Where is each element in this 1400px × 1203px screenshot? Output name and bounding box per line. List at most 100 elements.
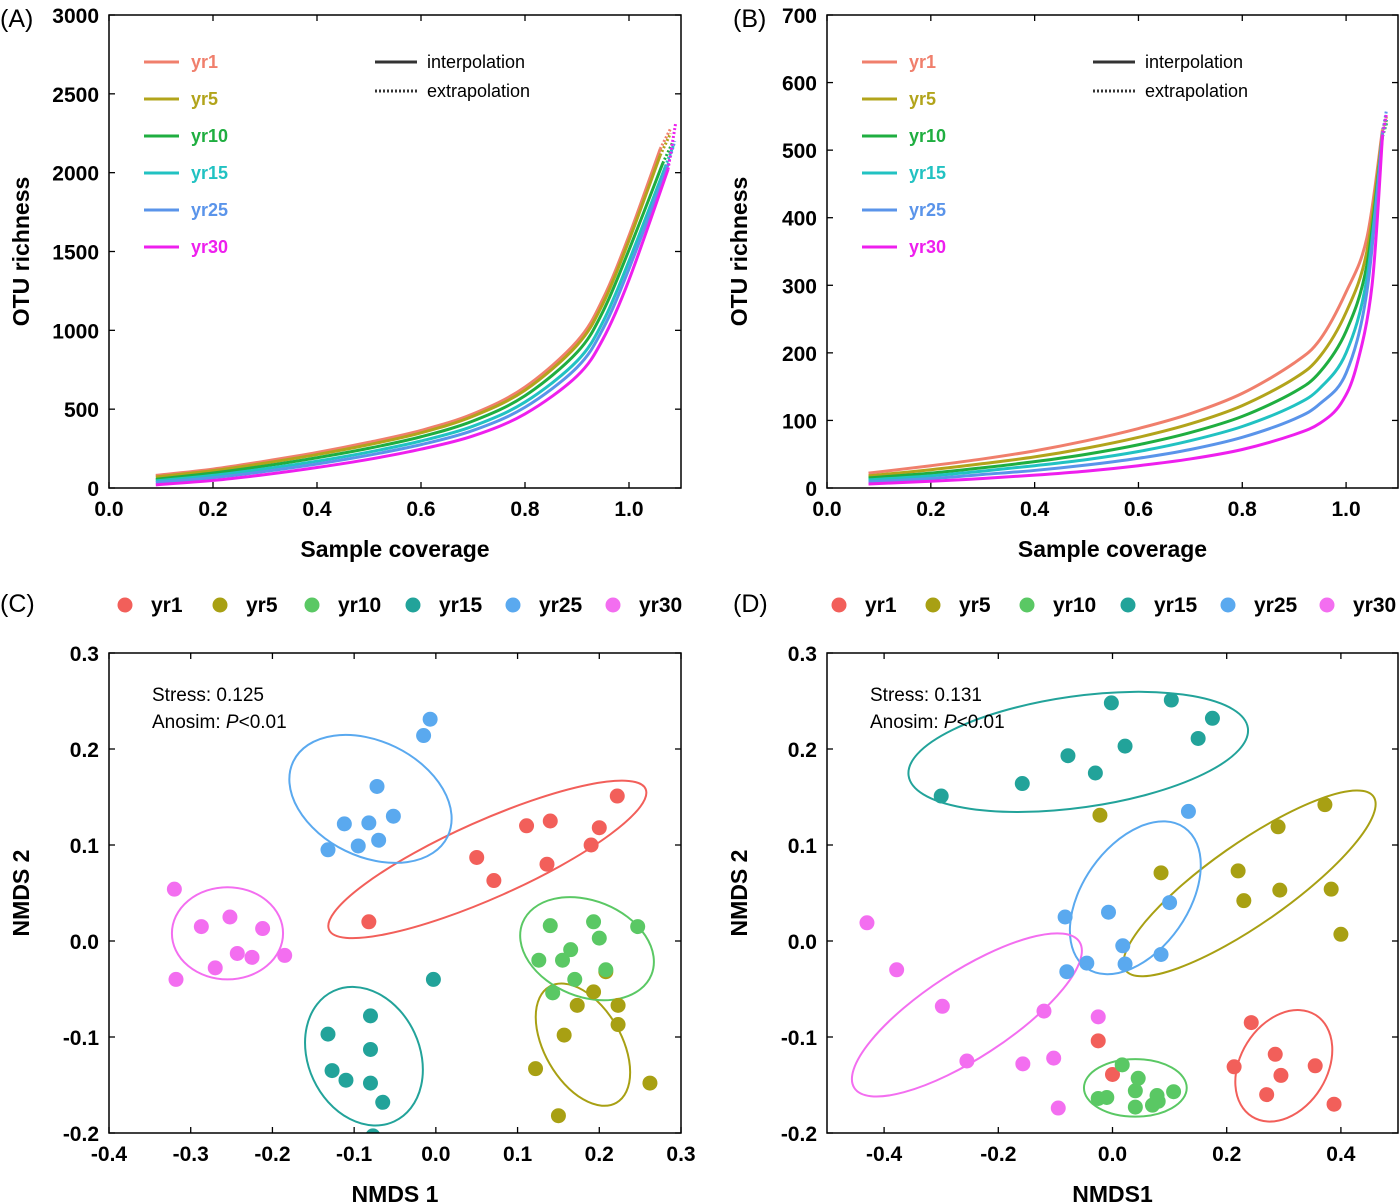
point-yr15 [362,1008,378,1024]
panel-label: (B) [733,5,766,33]
x-tick-label: -0.4 [866,1143,903,1166]
point-yr15 [320,1026,336,1042]
anosim-annotation: Anosim: P<0.01 [152,712,287,733]
series-line-yr15 [155,165,667,483]
panel-label: (C) [0,590,35,618]
point-yr1 [609,788,625,804]
x-tick-label: -0.3 [173,1143,209,1166]
ellipse-yr5 [534,982,632,1107]
point-yr5 [610,1017,626,1033]
panel-label: (A) [0,5,33,33]
point-yr1 [1326,1096,1342,1112]
ellipse-yr1 [327,779,648,940]
point-yr1 [486,873,502,889]
point-yr30 [207,960,223,976]
point-yr30 [1015,1056,1031,1072]
point-yr15 [362,1075,378,1091]
series-line-yr10 [155,162,665,481]
series-extrapolation-yr25 [1380,109,1389,134]
x-tick-label: 0.2 [198,498,227,521]
legend-label-yr25: yr25 [1254,594,1298,617]
panel-label: (D) [733,590,768,618]
point-yr15 [375,1094,391,1110]
y-axis-title: OTU richness [726,177,752,327]
legend-label-yr15: yr15 [439,594,483,617]
x-tick-label: 0.0 [421,1143,450,1166]
point-yr30 [1050,1100,1066,1116]
legend-label-interpolation: interpolation [427,52,525,72]
legend-label-yr15: yr15 [191,163,228,183]
anosim-annotation: Anosim: P<0.01 [870,712,1005,733]
point-yr30 [222,909,238,925]
series-line-yr5 [868,133,1384,478]
point-yr25 [320,842,336,858]
y-tick-label: -0.2 [781,1123,817,1146]
legend-label-yr10: yr10 [338,594,381,617]
ellipse-yr30 [170,886,285,981]
point-yr5 [528,1061,544,1077]
point-yr10 [555,952,571,968]
point-yr1 [1273,1067,1289,1083]
y-tick-label: 300 [782,275,817,298]
y-tick-label: 100 [782,410,817,433]
legend-label-yr25: yr25 [909,200,946,220]
point-yr10 [1114,1057,1130,1073]
x-axis-title: NMDS1 [1072,1181,1153,1203]
stress-annotation: Stress: 0.131 [870,685,982,706]
series-line-yr10 [868,136,1384,480]
point-yr1 [361,914,377,930]
point-yr25 [1180,803,1196,819]
y-tick-label: -0.2 [63,1123,99,1146]
point-yr15 [366,1128,380,1133]
series-line-yr1 [155,148,662,477]
legend-label-extrapolation: extrapolation [427,81,530,101]
x-tick-label: 0.2 [1212,1143,1241,1166]
plot-area [868,109,1389,486]
y-tick-label: 400 [782,208,817,231]
point-yr5 [1317,797,1333,813]
point-yr15 [324,1063,340,1079]
x-tick-label: 0.0 [812,498,841,521]
point-yr1 [1090,1033,1106,1049]
legend-marker-yr1 [831,597,847,613]
x-tick-label: 0.3 [666,1143,695,1166]
plot-area [850,690,1377,1123]
point-yr10 [563,942,579,958]
point-yr10 [567,971,583,987]
y-tick-label: 500 [64,399,99,422]
y-axis-title: OTU richness [8,177,34,327]
point-yr25 [1115,938,1131,954]
x-tick-label: 0.2 [916,498,945,521]
point-yr30 [1090,1009,1106,1025]
legend-label-interpolation: interpolation [1145,52,1243,72]
point-yr10 [545,985,561,1001]
legend-marker-yr1 [117,597,133,613]
point-yr1 [1307,1058,1323,1074]
point-yr5 [1323,881,1339,897]
x-tick-label: 0.8 [510,498,540,521]
point-yr25 [369,778,385,794]
point-yr10 [591,930,607,946]
point-yr25 [1117,956,1133,972]
point-yr5 [610,997,626,1013]
point-yr30 [934,998,950,1014]
legend-label-yr15: yr15 [1154,594,1198,617]
legend-label-yr5: yr5 [246,594,278,617]
legend-marker-yr25 [505,597,521,613]
legend-marker-yr30 [605,597,621,613]
series-extrapolation-yr30 [1380,112,1389,137]
point-yr5 [569,997,585,1013]
point-yr15 [933,788,949,804]
x-tick-label: -0.2 [254,1143,290,1166]
legend-label-yr5: yr5 [959,594,991,617]
x-axis-title: Sample coverage [1018,536,1207,562]
point-yr15 [1103,695,1119,711]
point-yr5 [550,1108,566,1124]
series-line-yr15 [868,136,1384,482]
plot-area [155,121,678,487]
point-yr25 [422,711,438,727]
y-tick-label: 1500 [52,242,99,265]
y-tick-label: 0 [805,478,817,501]
ellipse-yr30 [850,932,1083,1098]
